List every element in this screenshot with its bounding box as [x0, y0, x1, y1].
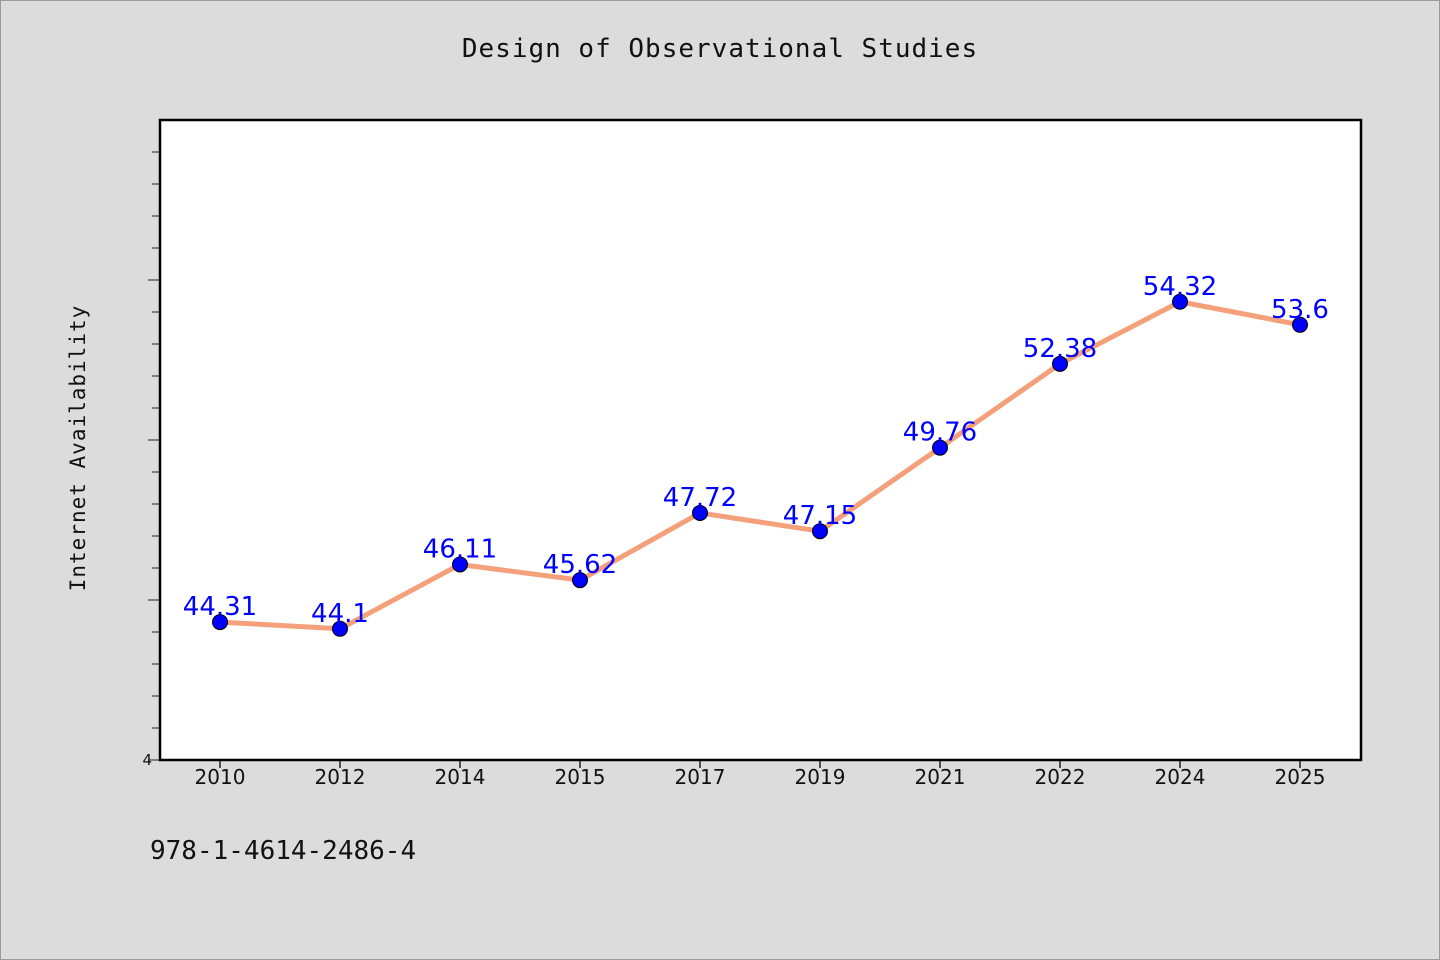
chart-title: Design of Observational Studies	[461, 34, 979, 64]
plot-area	[160, 120, 1361, 760]
data-point	[1292, 316, 1308, 333]
data-point	[1052, 355, 1068, 372]
data-point	[452, 556, 468, 573]
data-point	[692, 504, 708, 521]
data-label: 44.31	[183, 592, 257, 622]
data-point	[1172, 293, 1188, 310]
data-label: 53.6	[1271, 295, 1329, 325]
x-tick-label: 2014	[435, 765, 486, 789]
data-point	[332, 620, 348, 637]
x-tick-label: 2015	[555, 765, 606, 789]
data-label: 54.32	[1143, 272, 1217, 302]
data-label: 44.1	[311, 599, 369, 629]
data-point	[572, 572, 588, 589]
x-tick-label: 2022	[1035, 765, 1086, 789]
x-tick-label: 2012	[315, 765, 366, 789]
y-tick-label: 4	[142, 751, 152, 769]
data-label: 47.15	[783, 501, 857, 531]
series-line	[217, 299, 1303, 632]
data-point	[812, 523, 828, 540]
x-tick-label: 2025	[1275, 765, 1326, 789]
isbn-code: 978-1-4614-2486-4	[150, 836, 417, 866]
x-tick-label: 2017	[675, 765, 726, 789]
data-label: 52.38	[1023, 334, 1097, 364]
data-label: 49.76	[903, 418, 977, 448]
x-tick-label: 2024	[1155, 765, 1206, 789]
x-tick-label: 2021	[915, 765, 966, 789]
data-label: 46.11	[423, 534, 497, 564]
data-label: 45.62	[543, 550, 617, 580]
data-point	[932, 439, 948, 456]
data-point	[212, 614, 228, 631]
plot-border	[158, 118, 1363, 762]
data-label: 47.72	[663, 483, 737, 513]
x-tick-label: 2010	[195, 765, 246, 789]
x-tick-label: 2019	[795, 765, 846, 789]
